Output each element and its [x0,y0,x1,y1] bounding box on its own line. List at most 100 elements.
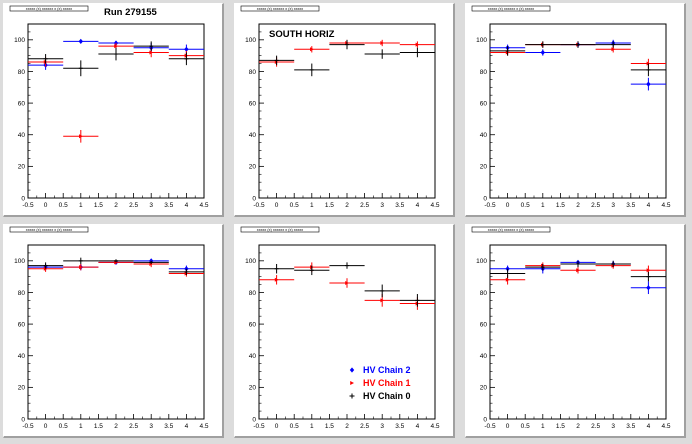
histo-title-box [240,226,320,233]
y-tick-label: 20 [18,385,26,392]
x-tick-label: 4.5 [199,202,208,209]
x-tick-label: 0.5 [521,202,530,209]
plot-frame [489,23,667,199]
plot-panel-1: xxxxx (x) xxxxxx x (x) xxxxx -0.5 0 0.5 1 1.5… [3,3,224,217]
y-tick-label: 0 [483,416,487,423]
y-tick-label: 60 [249,321,257,328]
y-tick-label: 60 [18,321,26,328]
x-tick-label: 0.5 [521,423,530,430]
plot-1: xxxxx (x) xxxxxx x (x) xxxxx-0.5 0 0.5 1 1.5… [9,5,209,209]
x-tick-label: 0.5 [59,202,68,209]
run-title: Run 279155 [104,7,158,18]
x-tick-label: 2.5 [129,202,138,209]
x-tick-label: 1 [79,423,83,430]
y-tick-label: 100 [14,37,25,44]
x-tick-label: 3.5 [164,202,173,209]
y-tick-label: 60 [480,100,488,107]
x-tick-label: 3 [149,202,153,209]
legend-item: HV Chain 0 [349,391,411,401]
data-point [560,260,596,268]
y-tick-label: 80 [480,69,488,76]
x-tick-label: -0.5 [484,423,496,430]
y-tick-label: 20 [249,385,257,392]
x-tick-label: 2 [576,423,580,430]
y-tick-label: 60 [18,100,26,107]
plot-6: xxxxx (x) xxxxxx x (x) xxxxx-0.5 0 0.5 1 1.5… [471,226,671,430]
x-tick-label: 3 [611,423,615,430]
x-tick-label: 3 [380,423,384,430]
x-tick-label: 1 [541,423,545,430]
y-tick-label: 0 [252,195,256,202]
data-point [259,55,295,66]
x-tick-label: 4.5 [661,202,670,209]
data-point [259,275,295,285]
data-point [525,49,561,56]
data-point [329,278,365,288]
legend-marker [349,367,355,373]
marker [149,50,154,55]
histo-title: xxxxx (x) xxxxxx x (x) xxxxx [26,7,73,11]
legend-label: HV Chain 1 [363,378,411,388]
x-tick-label: 4 [647,202,651,209]
y-tick-label: 100 [14,258,25,265]
x-tick-label: 2 [576,202,580,209]
y-tick-label: 0 [21,195,25,202]
legend-label: HV Chain 0 [363,391,411,401]
data-point [525,41,561,48]
x-tick-label: 4 [647,423,651,430]
data-point [63,257,99,264]
x-tick-label: 1 [541,202,545,209]
x-tick-label: 4 [416,423,420,430]
data-point [560,41,596,48]
data-point [28,262,64,269]
x-tick-label: 3.5 [626,423,635,430]
data-point [490,268,526,279]
histo-title-box [9,5,89,12]
data-point [560,267,596,274]
marker [505,277,510,282]
plot-panel-2: xxxxx (x) xxxxxx x (x) xxxxx -0.5 0 0.5 1 1.5… [234,3,455,217]
x-tick-label: -0.5 [22,423,34,430]
x-tick-label: 0 [275,423,279,430]
x-tick-label: 0 [275,202,279,209]
marker [79,134,83,139]
y-tick-label: 80 [18,69,26,76]
plot-frame [258,23,436,199]
data-point [63,60,99,77]
x-tick-label: 1.5 [556,423,565,430]
x-tick-label: 0.5 [290,202,299,209]
y-tick-label: 100 [245,37,256,44]
data-point [133,260,169,264]
x-tick-label: 2 [114,202,118,209]
plot-3: xxxxx (x) xxxxxx x (x) xxxxx-0.5 0 0.5 1 1.5… [471,5,671,209]
data-point [630,271,666,282]
plot-panel-6: xxxxx (x) xxxxxx x (x) xxxxx -0.5 0 0.5 1 1.5… [465,224,686,438]
histo-title-box [240,5,320,12]
y-tick-label: 0 [252,416,256,423]
y-tick-label: 40 [18,353,26,360]
marker [646,268,651,273]
marker [114,44,118,49]
data-point [630,281,666,295]
x-tick-label: 2.5 [129,423,138,430]
legend-label: HV Chain 2 [363,365,411,375]
marker [646,285,651,291]
x-tick-label: 4 [185,423,189,430]
y-tick-label: 40 [480,132,488,139]
x-tick-label: 3.5 [395,202,404,209]
marker [415,42,420,47]
x-tick-label: 0 [44,202,48,209]
legend-item: HV Chain 1 [350,378,411,388]
data-point [630,77,666,91]
y-tick-label: 100 [245,258,256,265]
data-point [364,49,400,59]
histo-title-box [471,226,551,233]
x-tick-label: 1.5 [325,202,334,209]
data-point [98,259,134,263]
y-tick-label: 20 [480,164,488,171]
y-tick-label: 20 [249,164,257,171]
data-point [630,63,666,77]
y-tick-label: 20 [480,385,488,392]
plot-panel-5: xxxxx (x) xxxxxx x (x) xxxxx -0.5 0 0.5 1 1.5… [234,224,455,438]
x-tick-label: 1 [310,423,314,430]
